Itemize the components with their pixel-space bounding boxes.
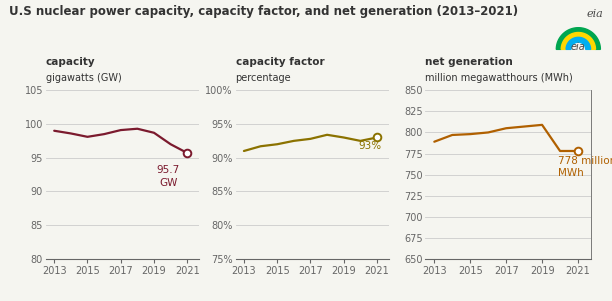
Polygon shape	[556, 28, 600, 49]
Text: eia: eia	[586, 9, 603, 19]
Polygon shape	[561, 33, 595, 49]
Text: net generation: net generation	[425, 57, 513, 67]
Polygon shape	[566, 37, 591, 49]
Text: 93%: 93%	[359, 141, 382, 151]
Text: capacity: capacity	[46, 57, 95, 67]
Text: 778 million
MWh: 778 million MWh	[558, 156, 612, 178]
Text: capacity factor: capacity factor	[236, 57, 324, 67]
Text: eia: eia	[571, 42, 586, 52]
Text: U.S nuclear power capacity, capacity factor, and net generation (2013–2021): U.S nuclear power capacity, capacity fac…	[9, 5, 518, 17]
Text: percentage: percentage	[236, 73, 291, 83]
Text: million megawatthours (MWh): million megawatthours (MWh)	[425, 73, 573, 83]
Text: 95.7
GW: 95.7 GW	[157, 165, 180, 188]
Text: gigawatts (GW): gigawatts (GW)	[46, 73, 122, 83]
